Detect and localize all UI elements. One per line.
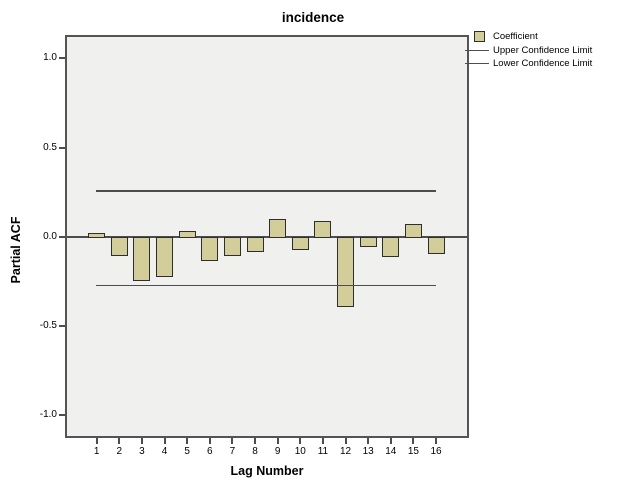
x-tick-label: 10 [294, 446, 306, 457]
coefficient-bar-lag-3 [133, 236, 151, 281]
y-tick-label: 1.0 [43, 52, 57, 64]
x-tick [163, 438, 166, 444]
y-tick-label: 0.0 [43, 230, 57, 242]
x-tick [299, 438, 302, 444]
legend-label-coefficient: Coefficient [493, 31, 538, 43]
x-tick-label: 5 [184, 446, 190, 457]
coefficient-swatch-icon [474, 31, 485, 43]
x-tick-label: 2 [116, 446, 123, 457]
x-tick [389, 438, 392, 444]
coefficient-bar-lag-15 [404, 224, 422, 238]
x-tick [276, 438, 279, 444]
legend: Coefficient Upper Confidence Limit Lower… [465, 30, 592, 71]
legend-label-upper-confidence: Upper Confidence Limit [493, 44, 593, 56]
x-tick [412, 438, 415, 444]
y-tick [59, 235, 65, 238]
y-tick [59, 146, 65, 149]
zero-line [67, 235, 467, 238]
x-tick [95, 438, 98, 444]
x-tick-label: 11 [317, 446, 329, 457]
coefficient-bar-lag-11 [314, 220, 332, 238]
x-tick-label: 6 [207, 446, 213, 457]
upper-confidence-line [96, 190, 437, 192]
y-tick [59, 414, 65, 417]
y-tick-label: -1.0 [39, 409, 57, 421]
legend-entry-coefficient: Coefficient [465, 30, 592, 44]
y-tick-label: -0.5 [39, 319, 57, 331]
x-tick-label: 1 [93, 446, 100, 457]
x-tick [208, 438, 211, 444]
legend-entry-upper-confidence: Upper Confidence Limit [465, 44, 592, 58]
x-tick [140, 438, 143, 444]
coefficient-bar-lag-4 [156, 236, 174, 277]
x-tick [435, 438, 437, 444]
y-tick [59, 57, 65, 60]
coefficient-bar-lag-2 [110, 236, 128, 256]
coefficient-bar-lag-14 [382, 236, 400, 258]
coefficient-bar-lag-12 [337, 236, 355, 308]
legend-entry-lower-confidence: Lower Confidence Limit [465, 57, 592, 71]
x-tick-label: 15 [407, 446, 419, 457]
x-tick [344, 438, 347, 444]
plot-area: 1.0 0.5 0.0 -0.5 -1.0 1 2 3 4 5 6 7 8 9 10 11 12 13 14 15 16 [40, 35, 469, 457]
y-axis-title: Partial ACF [9, 216, 23, 284]
coefficient-bar-lag-16 [427, 236, 445, 254]
x-tick-label: 8 [252, 446, 258, 457]
x-tick-label: 4 [161, 446, 168, 457]
x-tick [186, 438, 189, 444]
y-tick-label: 0.5 [43, 141, 57, 153]
lower-confidence-line [96, 284, 437, 287]
x-tick [321, 438, 324, 444]
lower-confidence-line-icon [465, 63, 489, 65]
legend-label-lower-confidence: Lower Confidence Limit [493, 58, 593, 70]
x-tick [367, 438, 370, 444]
coefficient-bar-lag-10 [291, 236, 309, 251]
x-tick [254, 438, 257, 444]
x-tick-label: 16 [430, 446, 442, 457]
upper-confidence-line-icon [465, 49, 489, 51]
chart-title: incidence [281, 10, 345, 25]
x-tick [118, 438, 121, 444]
coefficient-bar-lag-7 [223, 236, 241, 256]
x-tick-label: 12 [339, 446, 352, 457]
x-tick [231, 438, 234, 444]
coefficient-bar-lag-8 [246, 236, 264, 252]
coefficient-bar-lag-5 [178, 231, 196, 238]
x-tick-label: 14 [385, 446, 397, 457]
x-tick-label: 9 [274, 446, 281, 457]
coefficient-bar-lag-13 [359, 236, 377, 247]
x-tick-label: 13 [362, 446, 374, 457]
x-axis-title: Lag Number [230, 464, 304, 478]
x-tick-label: 3 [139, 446, 145, 457]
x-tick-label: 7 [229, 446, 236, 457]
coefficient-bar-lag-1 [88, 233, 106, 238]
y-tick [59, 324, 65, 327]
coefficient-bar-lag-6 [201, 236, 219, 261]
coefficient-bar-lag-9 [269, 218, 287, 238]
